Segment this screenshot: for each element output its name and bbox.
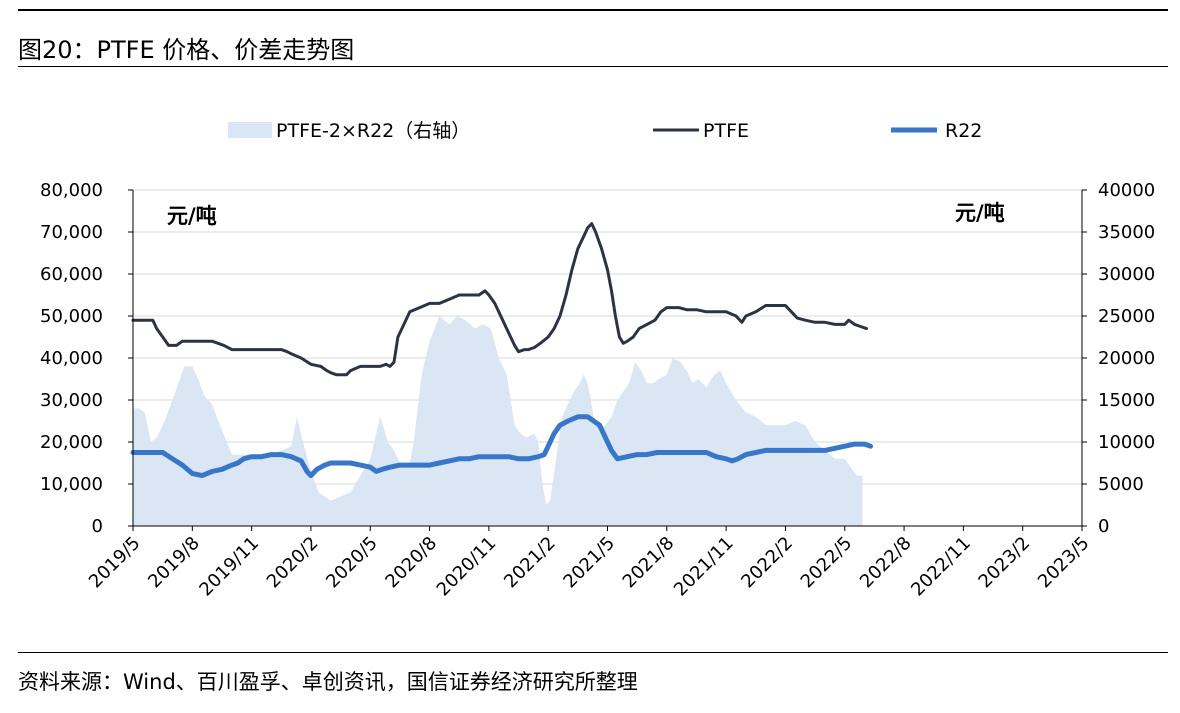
right-axis-unit: 元/吨 [955, 201, 1005, 225]
figure-title: 图20：PTFE 价格、价差走势图 [18, 36, 355, 64]
x-tick-label: 2021/2 [500, 533, 560, 593]
top-rule [18, 9, 1168, 11]
x-tick-label: 2020/8 [381, 533, 441, 593]
series-area-spread [133, 316, 863, 526]
series-line-r22 [130, 414, 873, 479]
right-tick-label: 0 [1098, 516, 1109, 537]
x-tick-label: 2019/11 [195, 533, 263, 601]
right-tick-label: 10000 [1098, 432, 1155, 453]
x-tick-label: 2022/8 [856, 533, 916, 593]
x-tick-label: 2020/2 [263, 533, 323, 593]
left-tick-label: 40,000 [40, 348, 103, 369]
x-tick-label: 2022/5 [797, 533, 857, 593]
left-tick-label: 10,000 [40, 474, 103, 495]
left-tick-label: 0 [92, 516, 103, 537]
title-rule [18, 66, 1168, 67]
right-tick-label: 25000 [1098, 306, 1155, 327]
x-tick-label: 2019/5 [85, 533, 145, 593]
left-tick-label: 70,000 [40, 222, 103, 243]
left-tick-label: 30,000 [40, 390, 103, 411]
x-tick-label: 2021/8 [619, 533, 679, 593]
right-tick-label: 30000 [1098, 264, 1155, 285]
source-note: 资料来源：Wind、百川盈孚、卓创资讯，国信证券经济研究所整理 [18, 670, 638, 694]
x-tick-label: 2022/2 [737, 533, 797, 593]
right-tick-label: 15000 [1098, 390, 1155, 411]
series-line-ptfe [131, 222, 868, 377]
legend-label-0: PTFE-2×R22（右轴） [276, 120, 470, 142]
legend-swatch-spread [228, 122, 272, 138]
x-tick-label: 2022/11 [907, 533, 975, 601]
right-tick-label: 40000 [1098, 180, 1155, 201]
left-axis-unit: 元/吨 [167, 204, 217, 228]
legend-label-2: R22 [945, 120, 982, 142]
axes [128, 189, 1087, 531]
ptfe-price-spread-chart: 0 10,000 20,000 30,000 40,000 50,000 60,000 70,… [40, 120, 1155, 600]
left-tick-label: 50,000 [40, 306, 103, 327]
x-tick-label: 2020/11 [433, 533, 501, 601]
right-tick-label: 35000 [1098, 222, 1155, 243]
legend: PTFE-2×R22（右轴） PTFE R22 [228, 120, 982, 142]
right-tick-label: 5000 [1098, 474, 1144, 495]
x-tick-label: 2023/5 [1034, 533, 1094, 593]
x-tick-label: 2021/11 [670, 533, 738, 601]
price-line-series [130, 222, 873, 479]
spread-area-series [133, 316, 863, 526]
left-tick-label: 80,000 [40, 180, 103, 201]
legend-label-1: PTFE [703, 120, 749, 142]
left-tick-label: 60,000 [40, 264, 103, 285]
tick-labels: 0 10,000 20,000 30,000 40,000 50,000 60,000 70,… [40, 180, 1155, 600]
right-tick-label: 20000 [1098, 348, 1155, 369]
bottom-rule [18, 652, 1168, 653]
x-tick-label: 2020/5 [322, 533, 382, 593]
x-tick-label: 2021/5 [559, 533, 619, 593]
left-tick-label: 20,000 [40, 432, 103, 453]
x-tick-label: 2023/2 [975, 533, 1035, 593]
x-tick-label: 2019/8 [144, 533, 204, 593]
